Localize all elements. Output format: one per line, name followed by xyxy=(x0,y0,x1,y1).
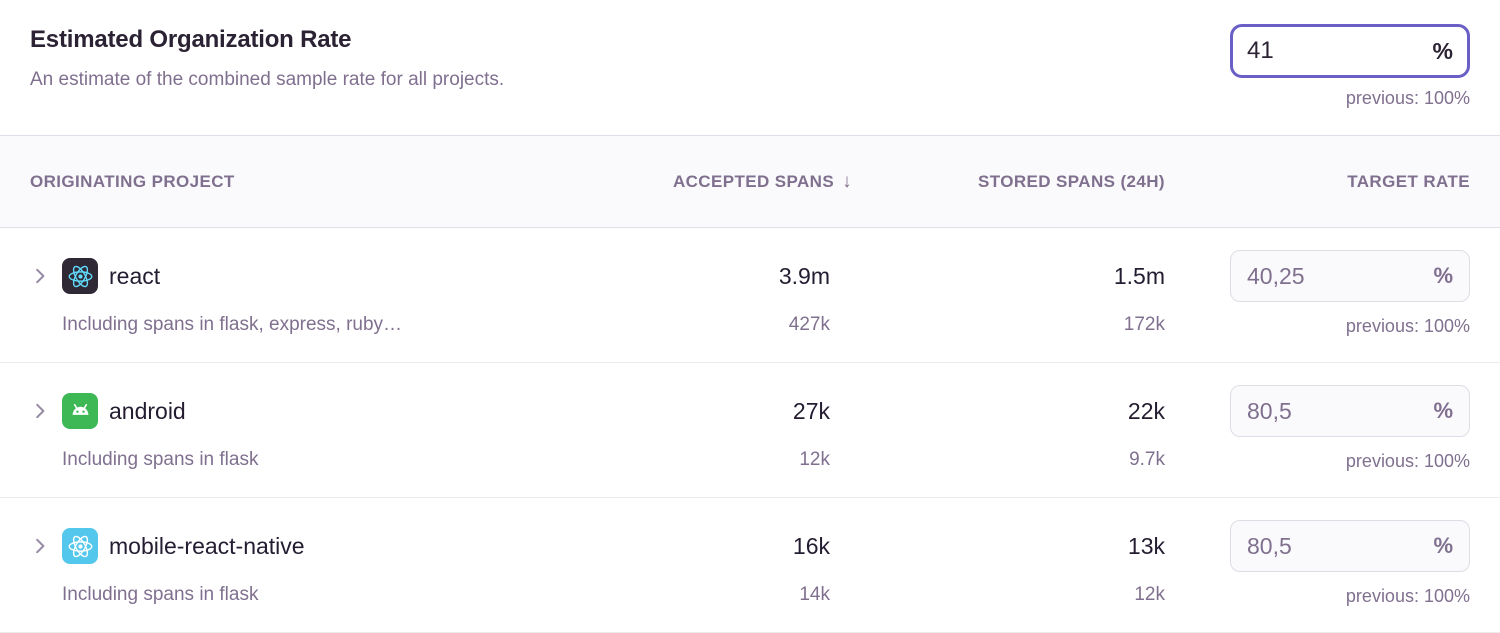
column-header-originating-project[interactable]: ORIGINATING PROJECT xyxy=(30,171,235,191)
project-cell: react Including spans in flask, express,… xyxy=(30,250,590,362)
project-rows: react Including spans in flask, express,… xyxy=(0,228,1500,633)
target-rate-input[interactable]: % xyxy=(1230,250,1470,302)
stored-spans-secondary-value: 172k xyxy=(1123,314,1165,335)
stored-spans-cell: 1.5m 172k xyxy=(830,250,1165,362)
accepted-spans-cell: 16k 14k xyxy=(590,520,830,632)
page-description: An estimate of the combined sample rate … xyxy=(30,69,505,90)
sort-desc-icon: ↓ xyxy=(842,170,852,192)
chevron-right-icon xyxy=(36,268,45,284)
table-row: android Including spans in flask 27k 12k… xyxy=(0,363,1500,498)
stored-spans-cell: 22k 9.7k xyxy=(830,385,1165,497)
project-name-link[interactable]: android xyxy=(109,397,186,424)
percent-unit-label: % xyxy=(1433,263,1453,288)
table-row: react Including spans in flask, express,… xyxy=(0,228,1500,363)
estimated-org-rate-panel: Estimated Organization Rate An estimate … xyxy=(0,0,1500,135)
previous-rate-label: previous: 100% xyxy=(1345,316,1470,336)
chevron-right-icon xyxy=(36,403,45,419)
react-logo-icon xyxy=(68,535,92,557)
stored-spans-cell: 13k 12k xyxy=(830,520,1165,632)
target-rate-cell: % previous: 100% xyxy=(1165,385,1470,497)
project-included-spans-note: Including spans in flask, express, ruby… xyxy=(62,314,403,335)
org-rate-input-field[interactable] xyxy=(1247,37,1433,65)
org-rate-controls: % previous: 100% xyxy=(1230,18,1470,109)
target-rate-input-field[interactable] xyxy=(1247,397,1434,425)
percent-unit-label: % xyxy=(1433,533,1453,558)
stored-spans-value: 1.5m xyxy=(1113,262,1165,289)
percent-unit-label: % xyxy=(1432,37,1453,64)
expand-row-button[interactable] xyxy=(30,536,50,556)
accepted-spans-value: 27k xyxy=(792,397,830,424)
project-name-link[interactable]: mobile-react-native xyxy=(109,532,305,559)
previous-rate-label: previous: 100% xyxy=(1345,451,1470,471)
stored-spans-value: 13k xyxy=(1127,532,1165,559)
page-title: Estimated Organization Rate xyxy=(30,26,352,53)
previous-rate-label: previous: 100% xyxy=(1345,586,1470,606)
column-header-target-rate[interactable]: TARGET RATE xyxy=(1347,171,1470,191)
percent-unit-label: % xyxy=(1433,398,1453,423)
expand-row-button[interactable] xyxy=(30,401,50,421)
android-logo-icon xyxy=(72,403,88,415)
target-rate-input[interactable]: % xyxy=(1230,385,1470,437)
stored-spans-secondary-value: 9.7k xyxy=(1129,449,1165,470)
react-logo-icon xyxy=(68,265,92,287)
target-rate-input-field[interactable] xyxy=(1247,262,1434,290)
target-rate-input-field[interactable] xyxy=(1247,532,1434,560)
org-rate-input[interactable]: % xyxy=(1230,24,1470,78)
panel-text: Estimated Organization Rate An estimate … xyxy=(30,18,504,91)
table-row: mobile-react-native Including spans in f… xyxy=(0,498,1500,633)
accepted-spans-value: 16k xyxy=(792,532,830,559)
react-icon xyxy=(62,528,98,564)
target-rate-cell: % previous: 100% xyxy=(1165,520,1470,632)
target-rate-cell: % previous: 100% xyxy=(1165,250,1470,362)
accepted-spans-value: 3.9m xyxy=(778,262,830,289)
stored-spans-secondary-value: 12k xyxy=(1134,584,1165,605)
accepted-spans-cell: 27k 12k xyxy=(590,385,830,497)
accepted-spans-secondary-value: 14k xyxy=(799,584,830,605)
accepted-spans-cell: 3.9m 427k xyxy=(590,250,830,362)
accepted-spans-secondary-value: 427k xyxy=(788,314,830,335)
accepted-spans-secondary-value: 12k xyxy=(799,449,830,470)
android-icon xyxy=(62,393,98,429)
expand-row-button[interactable] xyxy=(30,266,50,286)
org-previous-rate-label: previous: 100% xyxy=(1345,88,1470,108)
project-cell: mobile-react-native Including spans in f… xyxy=(30,520,590,632)
table-header: ORIGINATING PROJECT ACCEPTED SPANS ↓ STOR… xyxy=(0,135,1500,228)
column-header-stored-spans[interactable]: STORED SPANS (24H) xyxy=(978,171,1165,191)
chevron-right-icon xyxy=(36,538,45,554)
project-included-spans-note: Including spans in flask xyxy=(62,584,259,605)
react-icon xyxy=(62,258,98,294)
stored-spans-value: 22k xyxy=(1127,397,1165,424)
project-included-spans-note: Including spans in flask xyxy=(62,449,259,470)
project-cell: android Including spans in flask xyxy=(30,385,590,497)
project-name-link[interactable]: react xyxy=(109,262,161,289)
column-header-accepted-spans[interactable]: ACCEPTED SPANS ↓ xyxy=(590,171,852,193)
accepted-spans-label: ACCEPTED SPANS xyxy=(672,171,835,191)
target-rate-input[interactable]: % xyxy=(1230,520,1470,572)
